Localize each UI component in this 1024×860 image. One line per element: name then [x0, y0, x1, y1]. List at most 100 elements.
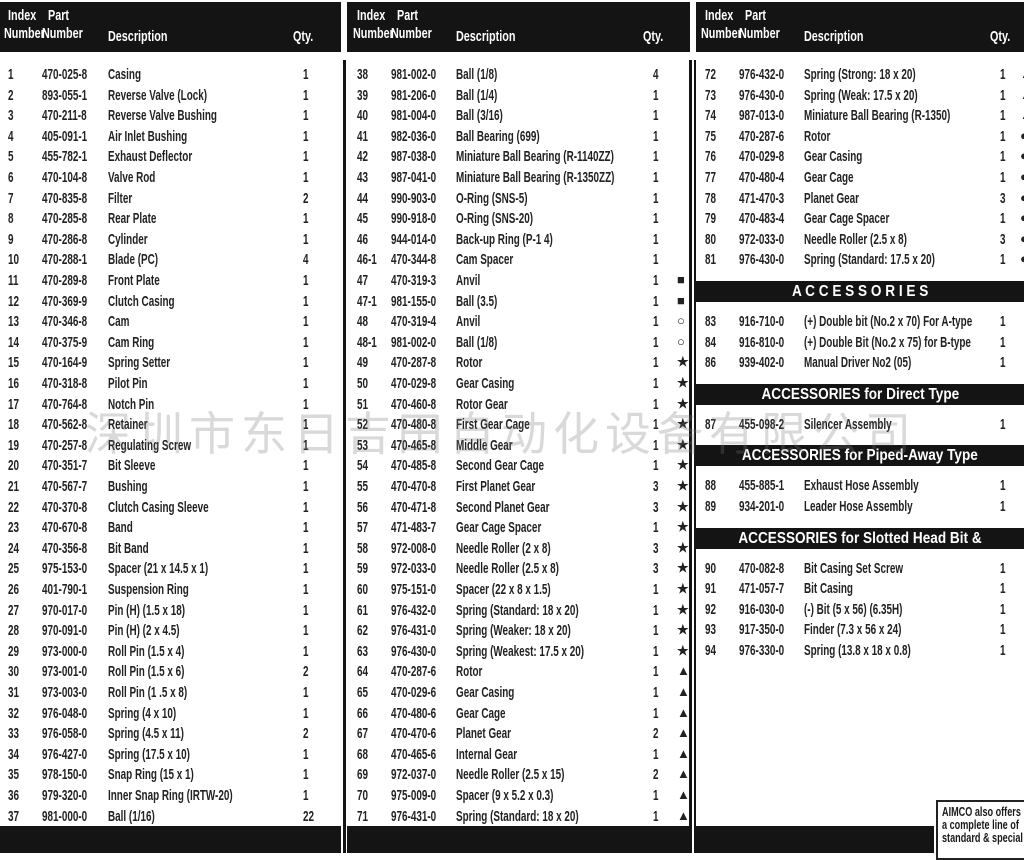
table-row: 68 470-465-6 Internal Gear 1 ▲ — [347, 746, 690, 766]
quantity: 1 — [303, 436, 309, 454]
index-number: 69 — [357, 766, 369, 784]
table-row: 32 976-048-0 Spring (4 x 10) 1 — [0, 705, 341, 725]
quantity: 1 — [303, 395, 309, 413]
quantity: 1 — [303, 66, 309, 83]
quantity: 1 — [303, 230, 309, 248]
table-row: 80 972-033-0 Needle Roller (2.5 x 8) 3 ● — [696, 231, 1024, 251]
quantity: 1 — [653, 251, 659, 269]
quantity: 1 — [653, 807, 659, 825]
description: Rotor — [456, 354, 483, 372]
table-row: 64 470-287-6 Rotor 1 ▲ — [347, 663, 690, 683]
part-number: 972-033-0 — [739, 230, 785, 248]
header-index2: Number — [353, 25, 394, 42]
description: Gear Cage — [456, 704, 506, 722]
part-number: 470-287-8 — [391, 354, 437, 372]
symbol-mark: ▲ — [1020, 87, 1024, 102]
symbol-mark: ▲ — [677, 704, 690, 720]
table-row: 22 470-370-8 Clutch Casing Sleeve 1 — [0, 499, 341, 519]
part-number: 470-764-8 — [42, 395, 88, 413]
description: (+) Double bit (No.2 x 70) For A-type — [804, 313, 973, 330]
quantity: 1 — [1000, 313, 1006, 330]
description: Roll Pin (1.5 x 4) — [108, 642, 185, 660]
part-number: 470-351-7 — [42, 457, 88, 475]
part-number: 939-402-0 — [739, 354, 785, 372]
index-number: 5 — [8, 148, 14, 166]
table-row: 14 470-375-9 Cam Ring 1 — [0, 334, 341, 354]
header-index: Index — [8, 7, 37, 24]
part-number: 471-483-7 — [391, 519, 437, 537]
table-row: 27 970-017-0 Pin (H) (1.5 x 18) 1 — [0, 602, 341, 622]
description: Snap Ring (15 x 1) — [108, 766, 194, 784]
description: Needle Roller (2 x 8) — [456, 539, 551, 557]
part-number: 470-460-8 — [391, 395, 437, 413]
symbol-mark: ▲ — [677, 807, 690, 823]
table-row: 17 470-764-8 Notch Pin 1 — [0, 396, 341, 416]
header-part: Part — [48, 7, 70, 24]
description: Spring (4.5 x 11) — [108, 725, 184, 743]
table-row: 79 470-483-4 Gear Cage Spacer 1 ● — [696, 210, 1024, 230]
index-number: 35 — [8, 766, 20, 784]
part-number: 470-029-8 — [739, 148, 785, 166]
symbol-mark: ● — [1020, 127, 1024, 143]
quantity: 1 — [653, 86, 659, 104]
part-number: 455-782-1 — [42, 148, 88, 166]
index-number: 55 — [357, 478, 369, 495]
quantity: 1 — [303, 622, 309, 640]
description: Ball (1/8) — [456, 333, 498, 351]
symbol-mark: ● — [1020, 189, 1024, 205]
description: Second Planet Gear — [456, 498, 550, 516]
index-number: 41 — [357, 127, 369, 145]
quantity: 3 — [653, 539, 659, 557]
part-number: 976-432-0 — [391, 601, 437, 619]
index-number: 68 — [357, 745, 369, 763]
description: Filter — [108, 189, 133, 207]
quantity: 1 — [1000, 477, 1006, 495]
quantity: 1 — [1000, 86, 1006, 104]
quantity: 1 — [1000, 580, 1006, 598]
part-number: 470-286-8 — [42, 230, 88, 248]
symbol-mark: ★ — [677, 539, 689, 555]
part-number: 976-330-0 — [739, 642, 785, 659]
quantity: 1 — [653, 519, 659, 537]
index-number: 63 — [357, 642, 369, 660]
part-number: 973-000-0 — [42, 642, 88, 660]
index-number: 10 — [8, 251, 20, 269]
parts-column-2: Index Number Part Number Description Qty. 38 98… — [347, 0, 690, 853]
quantity: 1 — [653, 601, 659, 619]
index-number: 89 — [705, 498, 717, 515]
symbol-mark: ▲ — [677, 745, 690, 761]
table-row: 60 975-151-0 Spacer (22 x 8 x 1.5) 1 ★ — [347, 581, 690, 601]
quantity: 1 — [653, 313, 659, 331]
part-number: 975-009-0 — [391, 787, 437, 804]
index-number: 46-1 — [357, 251, 377, 269]
table-row: 69 972-037-0 Needle Roller (2.5 x 15) 2 ▲ — [347, 766, 690, 786]
table-row: 46 944-014-0 Back-up Ring (P-1 4) 1 — [347, 231, 690, 251]
quantity: 1 — [303, 704, 309, 722]
index-number: 7 — [8, 189, 14, 207]
symbol-mark: ▲ — [677, 787, 690, 802]
index-number: 14 — [8, 333, 20, 351]
quantity: 1 — [653, 622, 659, 640]
symbol-mark: ● — [1020, 210, 1024, 226]
index-number: 2 — [8, 86, 14, 104]
description: Anvil — [456, 313, 481, 331]
symbol-mark: ▲ — [677, 684, 690, 699]
table-row: 72 976-432-0 Spring (Strong: 18 x 20) 1 ▲ — [696, 66, 1024, 86]
table-row: 2 893-055-1 Reverse Valve (Lock) 1 — [0, 87, 341, 107]
quantity: 2 — [303, 725, 309, 743]
footer-bar — [0, 826, 341, 853]
symbol-mark: ▲ — [1020, 107, 1024, 122]
part-number: 470-287-6 — [739, 127, 785, 145]
quantity: 1 — [653, 395, 659, 413]
section-header: ACCESSORIES for Direct Type — [696, 383, 1024, 405]
symbol-mark: ★ — [677, 581, 689, 596]
part-number: 470-356-8 — [42, 539, 88, 557]
index-number: 33 — [8, 725, 20, 743]
description: Clutch Casing — [108, 292, 175, 310]
index-number: 11 — [8, 272, 19, 289]
index-number: 56 — [357, 498, 369, 516]
quantity: 1 — [1000, 498, 1006, 515]
table-row: 18 470-562-8 Retainer 1 — [0, 416, 341, 436]
description: Miniature Ball Bearing (R-1350) — [804, 107, 951, 125]
quantity: 1 — [653, 127, 659, 145]
